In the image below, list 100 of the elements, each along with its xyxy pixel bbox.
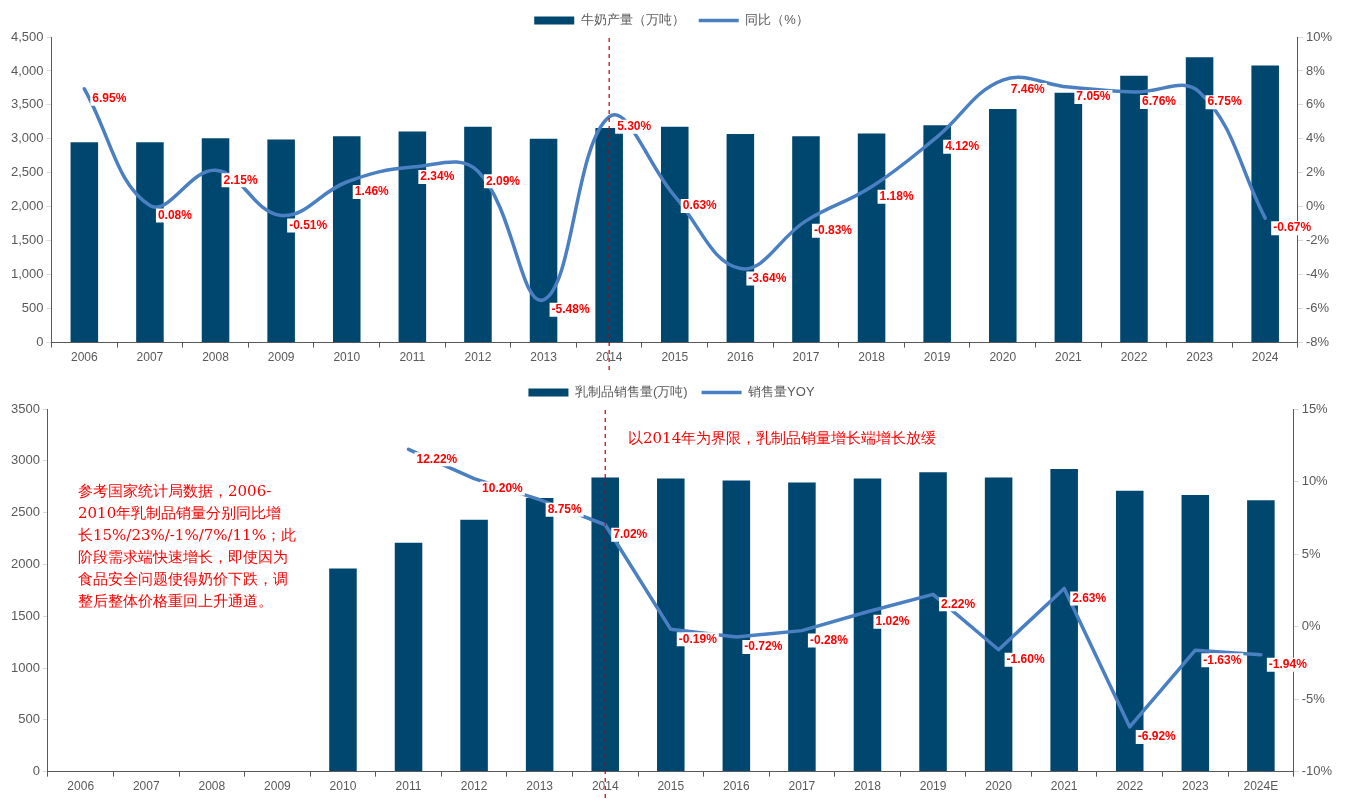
- data-label: 0.63%: [682, 198, 718, 213]
- y2-tick-label: 6%: [1305, 96, 1326, 112]
- x-tick-label: 2014: [595, 350, 623, 365]
- x-tick-label: 2011: [395, 779, 422, 794]
- data-label: -0.51%: [289, 217, 328, 232]
- x-tick-label: 2017: [792, 350, 820, 365]
- data-label: -6.92%: [1137, 729, 1177, 744]
- bar: [595, 128, 623, 343]
- y-tick-label: 500: [21, 300, 44, 316]
- y-tick-label: 3,500: [10, 96, 44, 112]
- legend-label: 乳制品销售量(万吨): [574, 384, 688, 400]
- y-tick-label: 2,500: [10, 164, 44, 180]
- annotation: 以2014年为界限，乳制品销量增长端增长放缓: [628, 428, 938, 449]
- legend-label: 销售量YOY: [747, 384, 815, 400]
- data-label: 7.02%: [613, 527, 648, 542]
- data-label: 6.75%: [1207, 94, 1242, 109]
- data-label: -5.48%: [551, 302, 590, 317]
- bar: [70, 142, 99, 343]
- data-label: -0.19%: [678, 631, 718, 646]
- bar: [394, 542, 423, 772]
- y-tick-label: 4,500: [10, 28, 44, 44]
- data-label: 2.15%: [223, 172, 258, 187]
- data-label: 2.22%: [941, 596, 976, 611]
- x-tick-label: 2019: [923, 350, 951, 365]
- x-tick-label: 2012: [460, 779, 488, 794]
- data-label: -0.28%: [809, 632, 849, 647]
- data-label: 1.02%: [875, 614, 910, 629]
- data-label: 7.05%: [1076, 89, 1111, 104]
- y2-tick-label: -2%: [1305, 232, 1330, 248]
- x-tick-label: 2021: [1050, 779, 1078, 794]
- y-tick-label: 4,000: [10, 62, 44, 78]
- y2-tick-label: -10%: [1301, 763, 1333, 779]
- y2-tick-label: -8%: [1305, 334, 1330, 350]
- y2-tick-label: 10%: [1301, 473, 1329, 489]
- data-label: 12.22%: [416, 451, 458, 466]
- x-tick-label: 2016: [727, 350, 755, 365]
- y-tick-label: 1500: [11, 607, 40, 623]
- x-tick-label: 2010: [333, 350, 361, 365]
- x-tick-label: 2024: [1251, 350, 1279, 365]
- y-tick-label: 500: [18, 711, 40, 727]
- data-label: -3.64%: [748, 270, 787, 285]
- data-label: 1.18%: [879, 189, 914, 204]
- x-tick-label: 2013: [530, 350, 558, 365]
- data-label: 10.20%: [482, 480, 524, 495]
- x-tick-label: 2014: [591, 779, 619, 794]
- x-tick-label: 2022: [1116, 779, 1144, 794]
- x-tick-label: 2024E: [1243, 779, 1279, 794]
- annotation: 参考国家统计局数据，2006-2010年乳制品销量分别同比增长15%/23%/-1%/7%/11%；此阶段需求端快速增长，即使因为食品安全问题使得奶价下跌，调整后整体价格重回上升通道。: [78, 481, 296, 612]
- data-label: -0.67%: [1273, 220, 1312, 235]
- x-tick-label: 2018: [858, 350, 886, 365]
- legend-label: 牛奶产量（万吨）: [580, 12, 685, 28]
- y-tick-label: 0: [36, 334, 44, 350]
- x-tick-label: 2022: [1120, 350, 1148, 365]
- x-tick-label: 2007: [136, 350, 164, 365]
- legend-label: 同比（%）: [745, 12, 809, 28]
- x-tick-label: 2020: [989, 350, 1017, 365]
- data-label: 6.95%: [92, 91, 127, 106]
- x-tick-label: 2015: [661, 350, 689, 365]
- bar: [329, 568, 357, 772]
- x-tick-label: 2021: [1055, 350, 1083, 365]
- y2-tick-label: -4%: [1305, 266, 1330, 282]
- data-label: 1.46%: [354, 184, 390, 199]
- data-label: 2.09%: [485, 173, 521, 188]
- data-label: -1.94%: [1268, 657, 1308, 672]
- data-label: 2.34%: [420, 169, 455, 184]
- x-tick-label: 2010: [329, 779, 357, 794]
- x-tick-label: 2018: [854, 779, 882, 794]
- data-label: -0.72%: [744, 639, 783, 654]
- x-tick-label: 2023: [1181, 779, 1209, 794]
- y2-tick-label: 5%: [1301, 545, 1321, 561]
- y2-tick-label: 15%: [1301, 400, 1329, 416]
- y2-tick-label: 2%: [1305, 164, 1326, 180]
- x-tick-label: 2009: [264, 779, 292, 794]
- y-tick-label: 1000: [11, 659, 40, 675]
- y-tick-label: 3500: [11, 400, 40, 416]
- bar: [988, 108, 1017, 343]
- x-tick-label: 2008: [202, 350, 230, 365]
- y2-tick-label: 10%: [1305, 28, 1333, 44]
- x-tick-label: 2019: [919, 779, 947, 794]
- bar: [460, 519, 488, 772]
- x-tick-label: 2006: [70, 350, 98, 365]
- y2-tick-label: 8%: [1305, 62, 1326, 78]
- x-tick-label: 2009: [267, 350, 295, 365]
- data-label: 7.46%: [1010, 82, 1046, 97]
- data-label: -0.83%: [813, 223, 853, 238]
- x-tick-label: 2015: [657, 779, 685, 794]
- y-tick-label: 2500: [11, 504, 40, 520]
- x-tick-label: 2017: [788, 779, 816, 794]
- data-label: -1.60%: [1006, 652, 1045, 667]
- data-label: 6.76%: [1141, 94, 1177, 109]
- y-tick-label: 2,000: [10, 198, 44, 214]
- y2-tick-label: -6%: [1305, 300, 1330, 316]
- data-label: 2.63%: [1072, 590, 1107, 605]
- y-tick-label: 1,000: [10, 266, 44, 282]
- data-label: 0.08%: [157, 207, 193, 222]
- x-tick-label: 2008: [198, 779, 226, 794]
- y2-tick-label: -5%: [1301, 690, 1326, 706]
- x-tick-label: 2016: [723, 779, 751, 794]
- x-tick-label: 2012: [464, 350, 492, 365]
- data-label: 8.75%: [547, 501, 583, 516]
